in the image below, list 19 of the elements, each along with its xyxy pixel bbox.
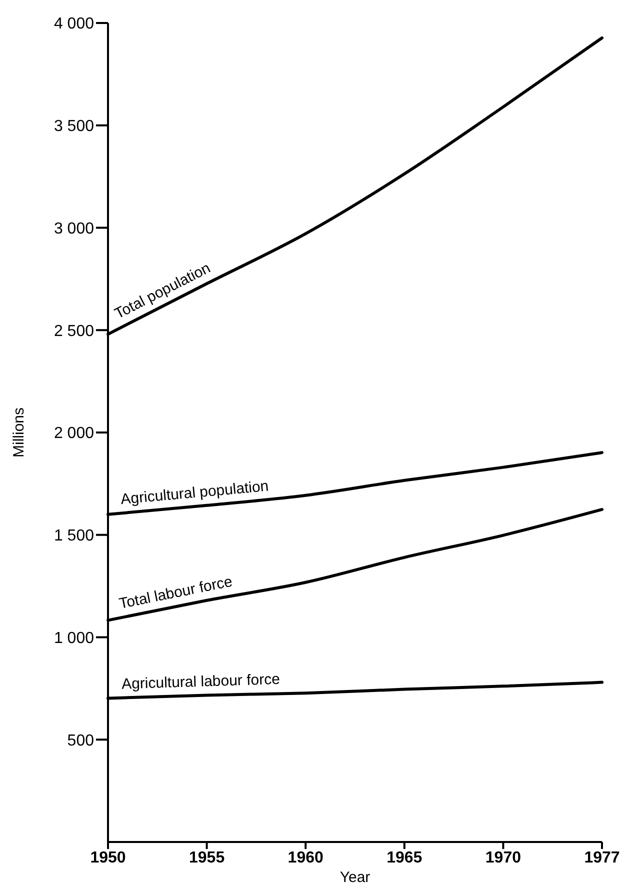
series-label: Agricultural labour force xyxy=(121,670,280,693)
y-tick-label: 500 xyxy=(67,732,94,750)
x-tick-label: 1955 xyxy=(189,849,225,866)
y-tick-label: 1 500 xyxy=(54,528,94,545)
x-tick-label: 1965 xyxy=(386,849,422,866)
text: Total labour force xyxy=(118,573,234,613)
text: Agricultural population xyxy=(120,478,270,508)
x-tick-label: 1950 xyxy=(90,849,126,866)
y-tick-label: 2 000 xyxy=(54,425,94,442)
x-tick-label: 1970 xyxy=(485,849,522,866)
x-tick-label: 1960 xyxy=(288,849,324,866)
y-tick-label: 3 500 xyxy=(54,118,94,136)
y-tick-label: 4 000 xyxy=(54,16,94,33)
y-tick-label: 2 500 xyxy=(54,322,94,340)
y-axis-title: Millions xyxy=(10,407,28,458)
y-tick-label: 1 000 xyxy=(54,630,94,647)
y-tick-label: 3 000 xyxy=(54,220,94,238)
x-tick-label: 1977 xyxy=(584,849,620,866)
x-axis-title: Year xyxy=(340,869,370,886)
